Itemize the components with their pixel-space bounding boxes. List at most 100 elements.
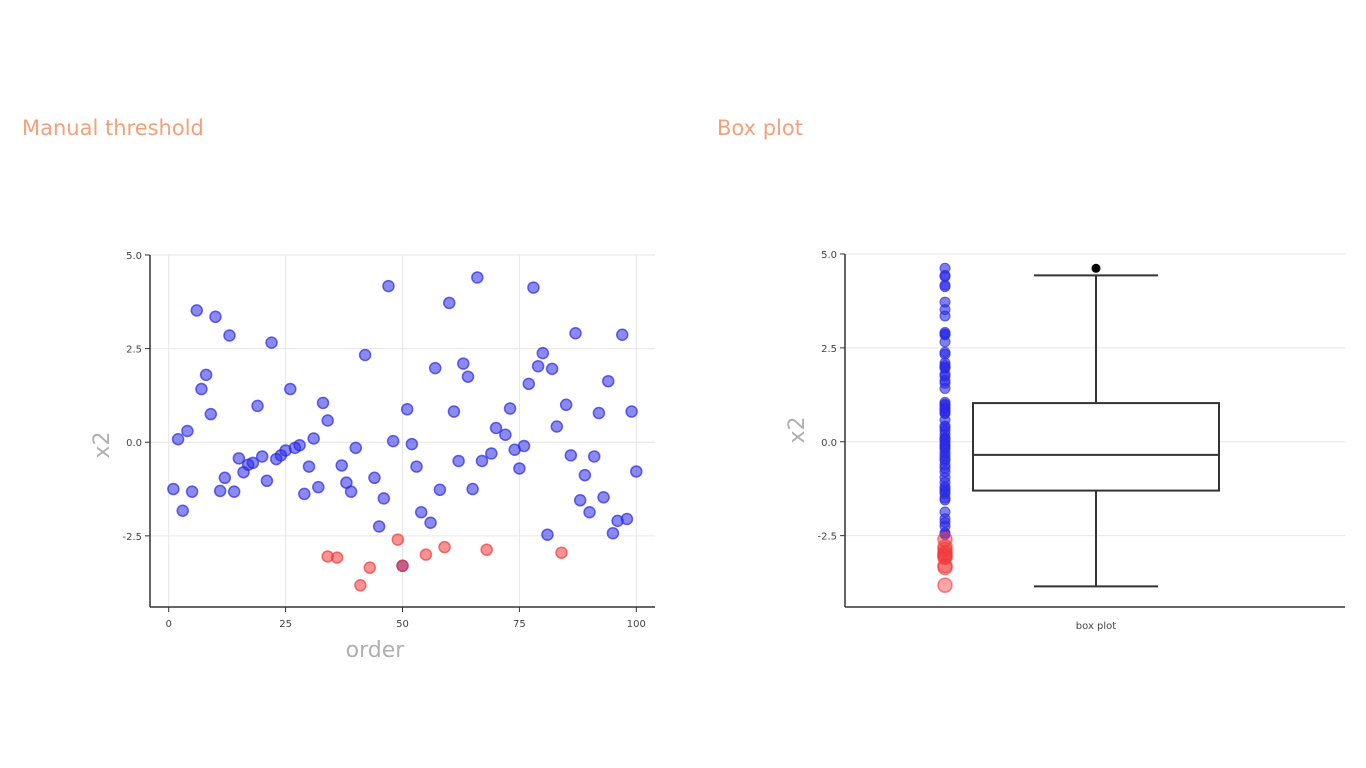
normal-point[interactable] (176, 504, 189, 518)
normal-point[interactable] (522, 377, 535, 391)
normal-point[interactable] (513, 462, 526, 475)
normal-point[interactable] (358, 348, 372, 362)
normal-point[interactable] (255, 450, 269, 463)
normal-point[interactable] (227, 485, 241, 498)
normal-point[interactable] (386, 434, 400, 448)
normal-point[interactable] (382, 279, 395, 293)
normal-point[interactable] (190, 304, 204, 317)
normal-point[interactable] (167, 482, 180, 496)
normal-point[interactable] (601, 374, 615, 388)
strip-normal-point[interactable] (939, 336, 951, 348)
normal-point[interactable] (195, 382, 208, 396)
normal-point[interactable] (485, 447, 498, 460)
normal-point[interactable] (457, 357, 470, 370)
normal-point[interactable] (414, 506, 428, 519)
normal-point[interactable] (531, 359, 545, 373)
normal-point[interactable] (597, 491, 610, 504)
normal-point[interactable] (424, 516, 437, 529)
normal-point[interactable] (377, 492, 391, 505)
normal-point[interactable] (428, 361, 442, 375)
normal-point[interactable] (302, 460, 316, 473)
normal-point[interactable] (625, 405, 638, 418)
normal-point[interactable] (503, 402, 517, 415)
normal-point[interactable] (344, 485, 358, 498)
normal-point[interactable] (616, 328, 629, 342)
normal-point[interactable] (410, 460, 423, 473)
normal-point[interactable] (368, 471, 381, 485)
normal-point[interactable] (171, 432, 185, 446)
outlier-point[interactable] (354, 579, 367, 592)
normal-point[interactable] (232, 452, 246, 465)
normal-point[interactable] (209, 310, 222, 324)
normal-point[interactable] (541, 528, 554, 541)
normal-point[interactable] (185, 485, 199, 498)
interquartile-box[interactable] (972, 402, 1220, 492)
box-plot-shape[interactable] (972, 263, 1220, 588)
normal-point[interactable] (307, 432, 320, 445)
normal-point[interactable] (587, 450, 601, 463)
normal-point[interactable] (260, 474, 274, 488)
normal-point[interactable] (218, 471, 232, 485)
strip-normal-point[interactable] (939, 494, 951, 506)
normal-point[interactable] (573, 494, 587, 507)
normal-point[interactable] (321, 414, 334, 427)
normal-point[interactable] (447, 405, 461, 418)
box-chart[interactable]: 5.0 2.5 0.0 -2.5 box plot x2 (780, 212, 1360, 642)
normal-point[interactable] (284, 382, 297, 396)
normal-point[interactable] (527, 281, 540, 294)
normal-point[interactable] (181, 424, 194, 438)
normal-point[interactable] (293, 438, 306, 452)
normal-point[interactable] (606, 526, 620, 540)
normal-point[interactable] (349, 441, 362, 455)
strip-outlier-point[interactable] (937, 559, 953, 576)
normal-point[interactable] (466, 482, 479, 496)
normal-point[interactable] (630, 465, 643, 478)
strip-outlier-point[interactable] (937, 577, 953, 593)
normal-point[interactable] (559, 398, 573, 412)
box-chart-panel[interactable]: 5.0 2.5 0.0 -2.5 box plot x2 (780, 212, 1360, 642)
outlier-point[interactable] (480, 543, 493, 556)
normal-point[interactable] (499, 428, 512, 441)
normal-point[interactable] (312, 480, 325, 494)
normal-point[interactable] (569, 327, 582, 340)
box-outlier-point[interactable] (1091, 263, 1101, 273)
outlier-point[interactable] (396, 559, 409, 573)
normal-point[interactable] (550, 420, 564, 433)
normal-point[interactable] (433, 483, 447, 497)
outlier-point[interactable] (363, 561, 377, 574)
strip-normal-point[interactable] (939, 310, 951, 322)
normal-point[interactable] (475, 454, 489, 468)
normal-point[interactable] (335, 459, 348, 472)
normal-point[interactable] (545, 362, 559, 376)
normal-point[interactable] (251, 399, 264, 413)
normal-point[interactable] (452, 454, 465, 468)
outlier-point[interactable] (555, 546, 568, 559)
normal-point[interactable] (298, 487, 311, 501)
normal-point[interactable] (400, 403, 414, 416)
normal-point[interactable] (461, 370, 475, 383)
outlier-point[interactable] (419, 548, 433, 561)
strip-normal-point[interactable] (939, 382, 951, 394)
scatter-chart-panel[interactable]: 0 25 50 75 100 5.0 2.5 0.0 -2.5 order x2 (85, 225, 665, 665)
normal-point[interactable] (489, 421, 503, 435)
normal-point[interactable] (223, 329, 236, 342)
normal-point[interactable] (316, 396, 330, 410)
scatter-points[interactable] (167, 271, 643, 592)
normal-point[interactable] (265, 336, 278, 349)
normal-point[interactable] (443, 296, 456, 310)
box-strip-points[interactable] (937, 262, 953, 593)
normal-point[interactable] (213, 484, 227, 498)
scatter-chart[interactable]: 0 25 50 75 100 5.0 2.5 0.0 -2.5 order x2 (85, 225, 665, 665)
normal-point[interactable] (471, 271, 484, 284)
outlier-point[interactable] (438, 540, 451, 554)
normal-point[interactable] (620, 512, 634, 526)
outlier-point[interactable] (330, 551, 344, 564)
normal-point[interactable] (246, 456, 260, 470)
normal-point[interactable] (578, 468, 592, 482)
normal-point[interactable] (592, 406, 606, 420)
normal-point[interactable] (583, 506, 596, 519)
normal-point[interactable] (199, 368, 213, 382)
normal-point[interactable] (536, 346, 550, 360)
normal-point[interactable] (372, 520, 386, 533)
outlier-point[interactable] (391, 533, 405, 546)
